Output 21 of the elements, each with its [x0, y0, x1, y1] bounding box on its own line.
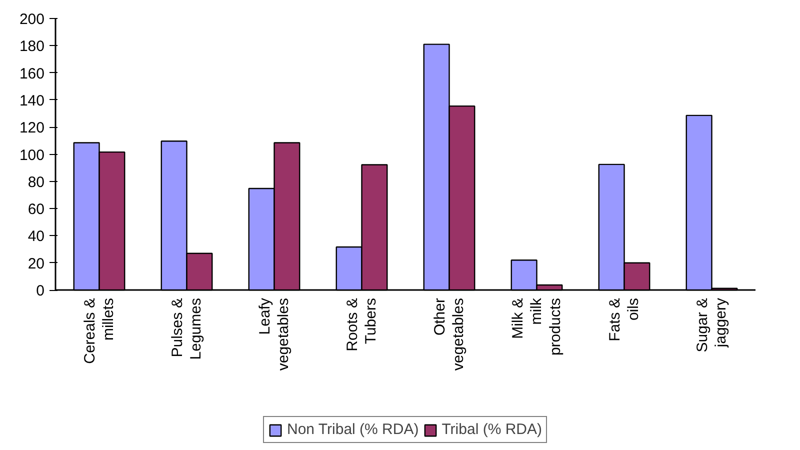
y-tick-label: 60 [28, 201, 45, 218]
y-tick-label: 80 [28, 174, 45, 191]
x-tick-label: Other vegetables [431, 298, 468, 371]
y-tick-label: 160 [19, 65, 45, 82]
y-tick-label: 20 [28, 255, 45, 272]
y-tick-label: 40 [28, 228, 45, 246]
legend-label: Non Tribal (% RDA) [287, 421, 419, 438]
x-tick-label: Milk & milk products [510, 298, 564, 356]
y-tick-label: 0 [36, 282, 44, 300]
y-tick-label: 200 [19, 11, 45, 28]
x-tick-label: Roots & Tubers [344, 298, 380, 352]
y-tick-label: 120 [19, 120, 45, 137]
x-tick-label: Sugar & jaggery [694, 298, 730, 352]
y-tick-label: 140 [19, 92, 45, 110]
y-tick-label: 100 [19, 146, 45, 164]
x-tick-label: Fats & oils [606, 298, 642, 342]
x-tick-label: Pulses & Legumes [168, 298, 205, 360]
x-tick-label: Leafy vegetables [256, 298, 292, 371]
x-tick-label: Cereals & millets [81, 298, 118, 364]
legend-label: Tribal (% RDA) [442, 421, 542, 438]
y-tick-label: 180 [19, 38, 45, 56]
